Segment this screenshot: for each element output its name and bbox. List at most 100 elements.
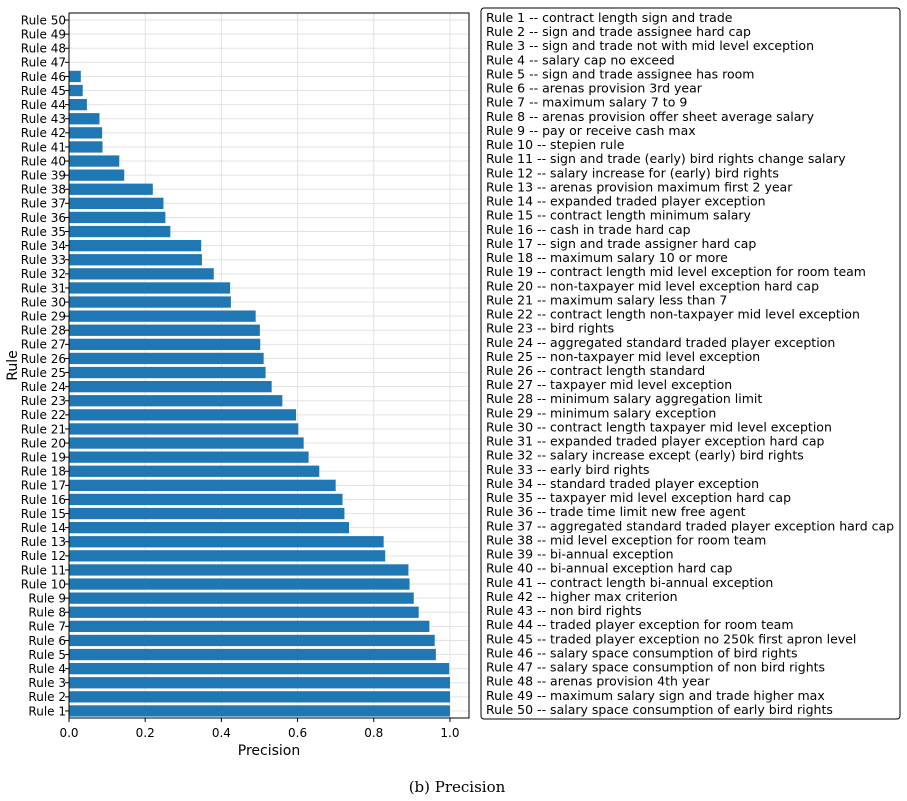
legend: Rule 1 -- contract length sign and trade…	[480, 7, 901, 720]
bar	[69, 648, 436, 661]
legend-entry: Rule 11 -- sign and trade (early) bird r…	[486, 151, 846, 166]
bar	[69, 254, 202, 266]
y-tick-label: Rule 10	[21, 577, 66, 591]
legend-entry: Rule 21 -- maximum salary less than 7	[486, 292, 727, 307]
bar	[69, 366, 266, 379]
legend-entry: Rule 31 -- expanded traded player except…	[486, 434, 824, 449]
bar	[69, 113, 100, 125]
legend-entry: Rule 5 -- sign and trade assignee has ro…	[486, 66, 754, 81]
bar	[69, 409, 297, 421]
bar	[69, 169, 125, 181]
bar	[69, 465, 320, 477]
bar	[69, 324, 260, 336]
y-tick-label: Rule 30	[21, 295, 66, 309]
y-tick-label: Rule 17	[21, 479, 66, 493]
bar	[69, 663, 450, 675]
legend-entry: Rule 1 -- contract length sign and trade	[486, 10, 733, 25]
y-tick-label: Rule 43	[21, 112, 66, 126]
y-tick-label: Rule 6	[28, 634, 66, 648]
y-tick-label: Rule 46	[21, 70, 66, 84]
legend-entry: Rule 37 -- aggregated standard traded pl…	[486, 518, 894, 533]
legend-entry: Rule 4 -- salary cap no exceed	[486, 52, 675, 67]
bar	[69, 338, 261, 350]
bar	[69, 352, 264, 365]
bar	[69, 381, 272, 393]
legend-entry: Rule 45 -- traded player exception no 25…	[486, 631, 856, 646]
legend-entry: Rule 16 -- cash in trade hard cap	[486, 222, 691, 237]
legend-entry: Rule 20 -- non-taxpayer mid level except…	[486, 278, 819, 293]
y-axis-label: Rule	[5, 350, 21, 380]
legend-entry: Rule 9 -- pay or receive cash max	[486, 123, 696, 138]
bar	[69, 620, 430, 632]
x-axis-label: Precision	[238, 743, 300, 759]
bar	[69, 592, 414, 604]
y-tick-label: Rule 13	[21, 535, 66, 549]
y-tick-label: Rule 27	[21, 338, 66, 352]
y-tick-label: Rule 8	[28, 606, 66, 620]
y-tick-label: Rule 21	[21, 422, 66, 436]
legend-entry: Rule 32 -- salary increase except (early…	[486, 448, 804, 463]
legend-entry: Rule 3 -- sign and trade not with mid le…	[486, 38, 814, 53]
legend-entry: Rule 34 -- standard traded player except…	[486, 476, 759, 491]
y-tick-label: Rule 38	[21, 183, 66, 197]
y-tick-label: Rule 11	[21, 563, 66, 577]
bar	[69, 507, 345, 520]
legend-entry: Rule 8 -- arenas provision offer sheet a…	[486, 109, 815, 124]
legend-entry: Rule 49 -- maximum salary sign and trade…	[486, 688, 825, 703]
bar	[69, 84, 83, 97]
y-tick-label: Rule 32	[21, 267, 66, 281]
legend-entry: Rule 14 -- expanded traded player except…	[486, 194, 766, 209]
y-tick-label: Rule 15	[21, 507, 66, 521]
bar	[69, 183, 153, 195]
y-tick-label: Rule 18	[21, 465, 66, 479]
y-tick-label: Rule 44	[21, 98, 66, 112]
legend-entry: Rule 44 -- traded player exception for r…	[486, 617, 794, 632]
y-tick-label: Rule 34	[21, 239, 66, 253]
y-tick-label: Rule 33	[21, 253, 66, 267]
legend-entry: Rule 39 -- bi-annual exception	[486, 547, 674, 562]
bar	[69, 296, 231, 308]
legend-entry: Rule 27 -- taxpayer mid level exception	[486, 377, 732, 392]
legend-entry: Rule 2 -- sign and trade assignee hard c…	[486, 24, 751, 39]
bar	[69, 127, 103, 139]
y-tick-label: Rule 28	[21, 324, 66, 338]
bar	[69, 99, 87, 111]
legend-entry: Rule 26 -- contract length standard	[486, 363, 705, 378]
y-tick-label: Rule 29	[21, 309, 66, 323]
bar	[69, 564, 409, 576]
x-tick-label: 1.0	[440, 726, 459, 740]
legend-entry: Rule 10 -- stepien rule	[486, 137, 625, 152]
bar	[69, 437, 304, 449]
bar	[69, 70, 81, 83]
bar	[69, 282, 231, 294]
y-tick-label: Rule 1	[28, 704, 66, 718]
bar	[69, 240, 202, 252]
bar	[69, 211, 166, 224]
y-tick-label: Rule 49	[21, 27, 66, 41]
legend-entry: Rule 22 -- contract length non-taxpayer …	[486, 307, 860, 322]
y-tick-label: Rule 41	[21, 140, 66, 154]
y-tick-label: Rule 3	[28, 676, 66, 690]
plot-frame	[68, 12, 470, 719]
y-tick-label: Rule 45	[21, 84, 66, 98]
legend-entry: Rule 7 -- maximum salary 7 to 9	[486, 95, 687, 110]
legend-entry: Rule 42 -- higher max criterion	[486, 589, 678, 604]
legend-entry: Rule 28 -- minimum salary aggregation li…	[486, 391, 762, 406]
legend-entry: Rule 40 -- bi-annual exception hard cap	[486, 561, 733, 576]
bar	[69, 522, 349, 534]
y-tick-label: Rule 42	[21, 126, 66, 140]
legend-entry: Rule 18 -- maximum salary 10 or more	[486, 250, 728, 265]
x-tick-label: 0.0	[59, 726, 78, 740]
bar	[69, 691, 450, 703]
y-tick-label: Rule 14	[21, 521, 66, 535]
legend-entry: Rule 25 -- non-taxpayer mid level except…	[486, 349, 760, 364]
legend-entry: Rule 23 -- bird rights	[486, 321, 614, 336]
y-tick-label: Rule 9	[28, 591, 66, 605]
y-tick-label: Rule 25	[21, 366, 66, 380]
y-tick-label: Rule 20	[21, 436, 66, 450]
bar	[69, 395, 283, 407]
y-tick-label: Rule 39	[21, 168, 66, 182]
y-tick-label: Rule 19	[21, 450, 66, 464]
bar	[69, 268, 214, 280]
